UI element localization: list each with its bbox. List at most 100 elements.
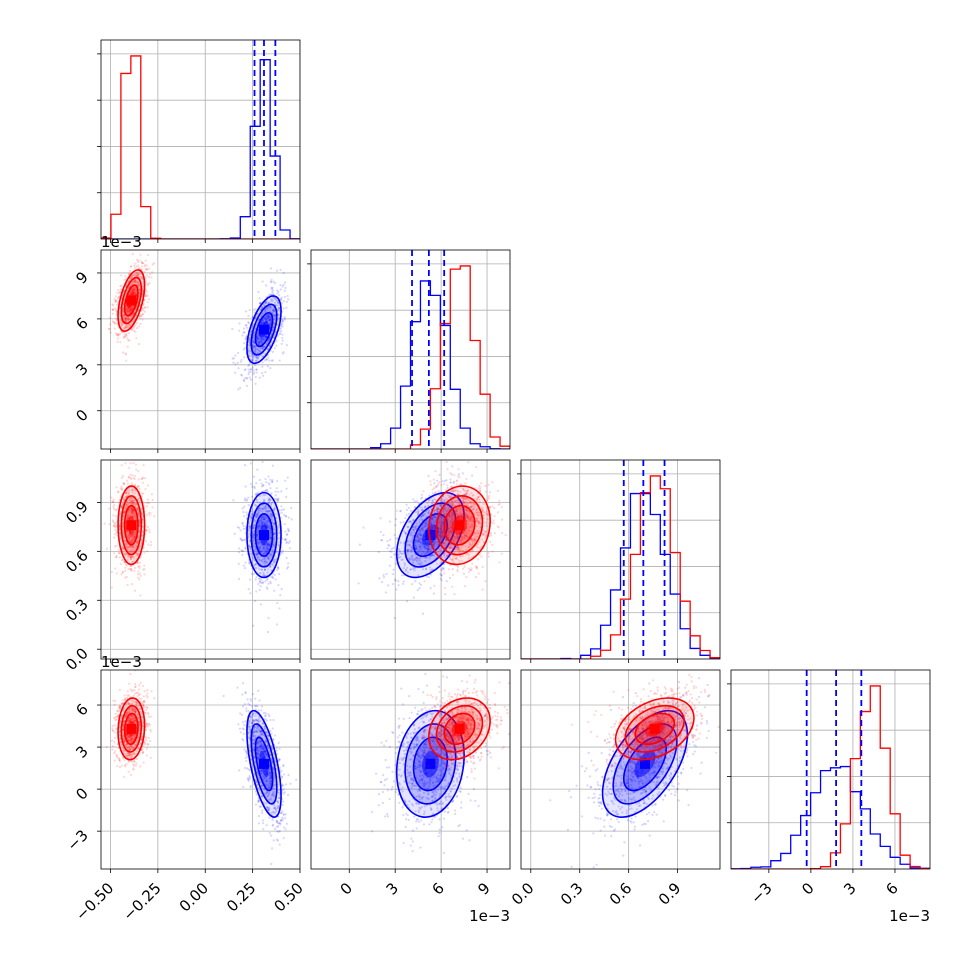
scatter-point bbox=[255, 512, 258, 516]
scatter-point bbox=[253, 519, 256, 522]
scatter-point bbox=[247, 373, 250, 376]
scatter-point bbox=[146, 294, 149, 298]
scatter-point bbox=[272, 310, 276, 313]
scatter-point bbox=[145, 274, 149, 277]
scatter-point bbox=[135, 293, 138, 296]
scatter-point bbox=[130, 265, 133, 268]
scatter-point bbox=[249, 378, 253, 381]
scatter-point bbox=[412, 528, 415, 531]
scatter-point bbox=[131, 560, 134, 564]
panel-content bbox=[101, 250, 300, 449]
scatter-point bbox=[285, 487, 288, 490]
scatter-point bbox=[257, 522, 260, 525]
scatter-point bbox=[130, 499, 134, 502]
scatter-point bbox=[452, 480, 455, 483]
scatter-point bbox=[260, 306, 264, 309]
scatter-point bbox=[442, 568, 445, 571]
scatter-point bbox=[424, 553, 427, 556]
scatter-point bbox=[251, 485, 254, 488]
scatter-point bbox=[128, 317, 131, 321]
scatter-point bbox=[276, 289, 279, 292]
scatter-point bbox=[265, 546, 269, 549]
scatter-point bbox=[131, 545, 134, 548]
scatter-point bbox=[133, 273, 136, 277]
scatter-point bbox=[126, 535, 129, 538]
scatter-point bbox=[250, 330, 253, 333]
scatter-point bbox=[133, 512, 136, 515]
scatter-point bbox=[442, 566, 445, 569]
scatter-point bbox=[115, 554, 118, 557]
scatter-point bbox=[434, 541, 437, 544]
scatter-point bbox=[132, 287, 136, 291]
scatter-point bbox=[125, 553, 128, 556]
scatter-point bbox=[397, 548, 400, 551]
scatter-point bbox=[285, 540, 288, 544]
scatter-point bbox=[442, 510, 445, 513]
scatter-point bbox=[139, 574, 142, 578]
y-tick-label: 3 bbox=[72, 360, 91, 379]
scatter-point bbox=[270, 278, 273, 281]
scatter-point bbox=[122, 351, 125, 354]
scatter-point bbox=[432, 553, 435, 557]
scatter-point bbox=[407, 512, 410, 515]
scatter-point bbox=[414, 527, 417, 530]
scatter-point bbox=[133, 499, 136, 502]
scatter-point bbox=[252, 346, 255, 349]
scatter-point bbox=[382, 576, 386, 579]
scatter-point bbox=[275, 304, 278, 307]
scatter-point bbox=[114, 509, 117, 512]
scatter-point bbox=[241, 549, 244, 553]
scatter-point bbox=[416, 533, 419, 537]
scatter-point bbox=[439, 525, 442, 528]
scatter-point bbox=[135, 274, 139, 278]
scatter-point bbox=[267, 498, 270, 501]
scatter-point bbox=[270, 281, 273, 284]
scatter-point bbox=[272, 528, 275, 531]
scatter-point bbox=[269, 487, 272, 490]
scatter-point bbox=[256, 351, 260, 354]
scatter-point bbox=[257, 524, 261, 527]
scatter-point bbox=[248, 351, 251, 355]
scatter-point bbox=[469, 568, 472, 571]
scatter-point bbox=[269, 306, 272, 309]
scatter-point bbox=[277, 497, 280, 500]
scatter-point bbox=[125, 324, 128, 327]
scatter-point bbox=[248, 308, 251, 312]
scatter-point bbox=[141, 481, 145, 484]
scatter-point bbox=[131, 474, 134, 477]
scatter-point bbox=[266, 315, 270, 319]
scatter-point bbox=[130, 507, 134, 510]
scatter-point bbox=[117, 334, 120, 337]
scatter-point bbox=[475, 508, 479, 511]
scatter-point bbox=[128, 324, 131, 327]
scatter-point bbox=[136, 553, 139, 557]
scatter-point bbox=[272, 561, 276, 564]
scatter-point bbox=[426, 537, 429, 540]
scatter-point bbox=[253, 564, 257, 567]
scatter-point bbox=[280, 587, 283, 591]
scatter-point bbox=[130, 555, 133, 558]
scatter-point bbox=[129, 497, 133, 500]
scatter-point bbox=[257, 538, 260, 541]
scatter-point bbox=[131, 307, 134, 310]
scatter-point bbox=[268, 319, 271, 322]
scatter-point bbox=[250, 513, 253, 516]
scatter-point bbox=[146, 505, 149, 508]
scatter-point bbox=[136, 508, 139, 511]
scatter-point bbox=[379, 517, 382, 520]
scatter-point bbox=[131, 501, 134, 505]
scatter-point bbox=[397, 580, 400, 583]
scatter-point bbox=[281, 322, 284, 326]
scatter-point bbox=[416, 560, 419, 563]
scatter-point bbox=[284, 286, 287, 289]
scatter-point bbox=[139, 276, 142, 279]
scatter-point bbox=[116, 297, 119, 300]
scatter-point bbox=[276, 601, 279, 605]
scatter-point bbox=[484, 580, 487, 583]
scatter-point bbox=[111, 308, 114, 311]
scatter-point bbox=[256, 526, 260, 529]
scatter-point bbox=[129, 507, 132, 510]
scatter-point bbox=[243, 498, 247, 502]
scatter-point bbox=[133, 324, 137, 327]
scatter-point bbox=[131, 540, 134, 543]
